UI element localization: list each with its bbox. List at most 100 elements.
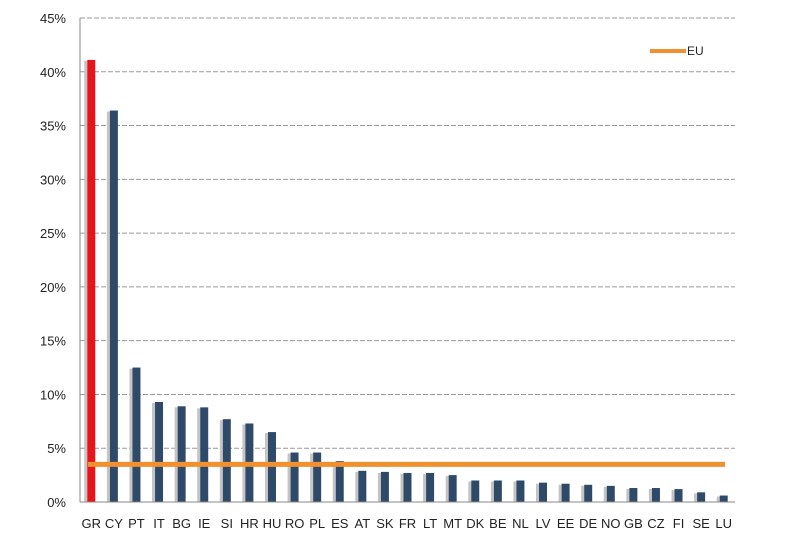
y-tick-label: 40% [40, 65, 66, 80]
bar-shadow [129, 368, 133, 502]
x-tick-label: CY [105, 516, 123, 531]
bar-cz [651, 488, 660, 502]
bar-fr [403, 472, 412, 502]
x-tick-label: GR [82, 516, 102, 531]
bar-shadow [219, 420, 223, 502]
x-tick-label: LU [715, 516, 732, 531]
x-tick-label: CZ [647, 516, 664, 531]
bar-it [155, 401, 164, 502]
bar-fi [674, 489, 683, 502]
bar-ee [561, 483, 570, 502]
x-tick-label: IE [198, 516, 211, 531]
x-tick-label: LT [423, 516, 437, 531]
bar-nl [516, 480, 525, 502]
bar-shadow [310, 453, 314, 502]
y-tick-label: 15% [40, 334, 66, 349]
bar-si [222, 419, 231, 502]
gridlines [80, 17, 735, 449]
bar-sk [380, 471, 389, 502]
bar-shadow [355, 471, 359, 502]
x-tick-label: PL [309, 516, 325, 531]
bar-shadow [558, 484, 562, 502]
bar-pl [313, 452, 322, 502]
bar-se [697, 492, 706, 502]
x-tick-label: RO [285, 516, 305, 531]
bar-shadow [287, 453, 291, 502]
bar-shadow [603, 486, 607, 502]
bar-shadow [152, 402, 156, 502]
x-tick-label: SI [221, 516, 233, 531]
bar-hu [267, 432, 276, 502]
x-tick-label: DE [579, 516, 597, 531]
x-tick-label: HU [263, 516, 282, 531]
bar-shadow [423, 473, 427, 502]
bar-shadow [468, 481, 472, 502]
y-tick-label: 0% [47, 495, 66, 510]
bar-dk [471, 480, 480, 502]
x-tick-label: MT [443, 516, 462, 531]
bar-shadow [332, 462, 336, 502]
bar-ie [200, 407, 209, 502]
bar-ro [290, 452, 299, 502]
bar-es [335, 461, 344, 502]
bar-shadow [445, 476, 449, 502]
bar-shadow [84, 60, 88, 503]
bar-shadow [174, 407, 178, 502]
axes [79, 18, 735, 503]
x-axis-ticks: GR CY PT IT BG IE SI HR HU RO PL ES AT SK FR LT MT DK BE NL… [82, 516, 732, 531]
bar-shadow [106, 111, 110, 503]
x-tick-label: NL [512, 516, 529, 531]
legend-label: EU [687, 44, 704, 58]
x-tick-label: BE [489, 516, 507, 531]
y-tick-label: 30% [40, 172, 66, 187]
x-tick-label: DK [466, 516, 484, 531]
x-tick-label: SK [376, 516, 394, 531]
bar-shadow [197, 408, 201, 502]
x-tick-label: PT [128, 516, 145, 531]
bar-at [358, 470, 367, 502]
y-tick-label: 35% [40, 119, 66, 134]
bar-cy [109, 110, 118, 503]
bar-shadow [581, 485, 585, 502]
bar-gr [87, 59, 96, 503]
y-axis-ticks: 0% 5% 10% 15% 20% 25% 30% 35% 40% 45% [40, 11, 66, 510]
bars [84, 59, 728, 503]
bar-shadow [264, 433, 268, 502]
legend: EU [650, 44, 704, 58]
bar-shadow [671, 490, 675, 502]
x-tick-label: GB [624, 516, 643, 531]
y-tick-label: 10% [40, 387, 66, 402]
x-tick-label: NO [601, 516, 621, 531]
x-tick-label: BG [172, 516, 191, 531]
x-tick-label: SE [692, 516, 710, 531]
y-tick-label: 20% [40, 280, 66, 295]
bar-shadow [648, 489, 652, 502]
bar-lv [539, 482, 548, 502]
y-tick-label: 45% [40, 11, 66, 26]
x-tick-label: EE [557, 516, 575, 531]
bar-pt [132, 367, 141, 502]
bar-de [584, 484, 593, 502]
x-tick-label: AT [354, 516, 370, 531]
bar-shadow [626, 489, 630, 502]
bar-shadow [536, 483, 540, 502]
bar-shadow [513, 481, 517, 502]
x-tick-label: IT [153, 516, 165, 531]
bar-shadow [377, 472, 381, 502]
bar-bg [177, 406, 186, 502]
x-tick-label: ES [331, 516, 349, 531]
bar-lt [426, 472, 435, 502]
x-tick-label: HR [240, 516, 259, 531]
bar-shadow [490, 481, 494, 502]
y-tick-label: 5% [47, 441, 66, 456]
bar-mt [448, 475, 457, 502]
x-tick-label: FR [399, 516, 416, 531]
bar-shadow [716, 496, 720, 502]
bar-shadow [694, 493, 698, 502]
bar-no [606, 485, 615, 502]
bar-be [493, 480, 502, 502]
bar-lu [719, 495, 728, 502]
y-tick-label: 25% [40, 226, 66, 241]
bar-gb [629, 488, 638, 502]
